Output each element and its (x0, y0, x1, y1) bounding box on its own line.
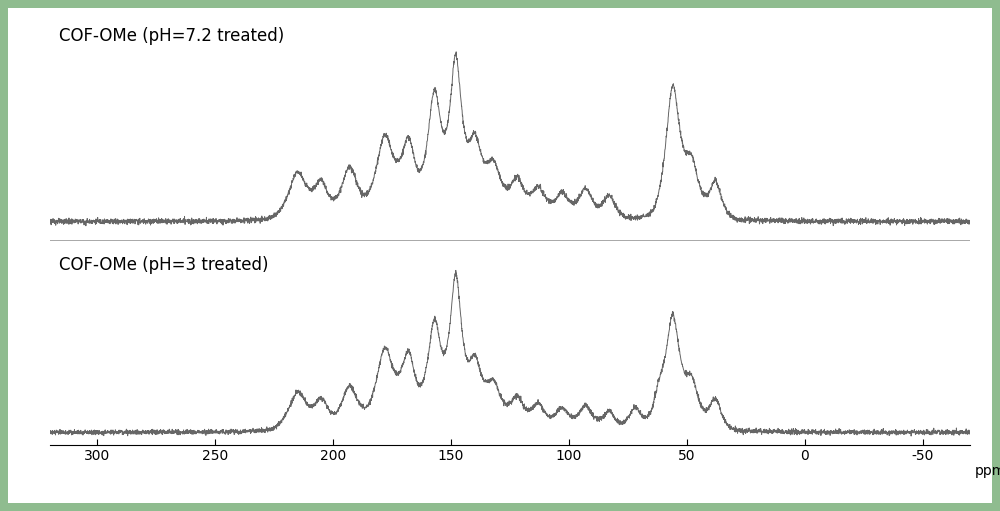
Text: COF-OMe (pH=7.2 treated): COF-OMe (pH=7.2 treated) (59, 27, 284, 45)
Text: COF-OMe (pH=3 treated): COF-OMe (pH=3 treated) (59, 256, 269, 274)
Text: ppm: ppm (975, 464, 1000, 478)
